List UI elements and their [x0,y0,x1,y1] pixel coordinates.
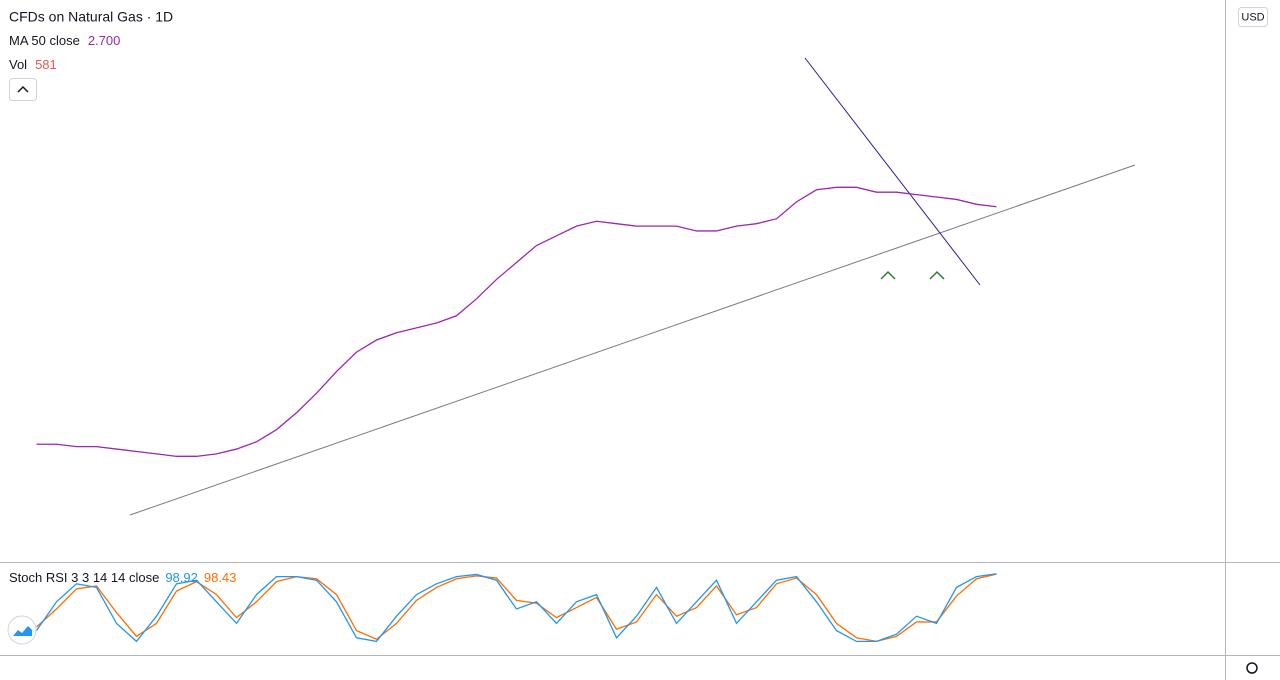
currency: USD [1241,11,1264,23]
legend-value: 581 [35,57,57,72]
legend: Stoch RSI 3 3 14 14 close 98.92 98.43 [9,570,236,585]
series-line [36,573,997,643]
price-layer [36,186,997,457]
legend: MA 50 close 2.700 [9,33,120,48]
legend: Vol 581 [9,57,57,72]
legend-value: 98.92 [165,570,198,585]
logo[interactable] [7,615,37,645]
chart-title: CFDs on Natural Gas · 1D [9,9,173,25]
marker [929,270,945,280]
legend-value: 2.700 [88,33,121,48]
trend-line [129,164,1136,516]
legend-value: 98.43 [204,570,237,585]
stoch-layer [35,573,997,643]
series-line [36,186,997,457]
currency-button[interactable] [1238,7,1268,27]
settings-icon[interactable] [1246,662,1258,674]
collapse-button[interactable] [9,78,37,101]
legend-label: Vol [9,57,27,72]
logo-icon [13,626,32,636]
series-line [35,573,997,643]
legend-label: Stoch RSI 3 3 14 14 close [9,570,159,585]
marker [880,270,896,280]
collapse-icon [17,85,29,93]
trend-line [804,57,981,286]
legend-label: MA 50 close [9,33,80,48]
